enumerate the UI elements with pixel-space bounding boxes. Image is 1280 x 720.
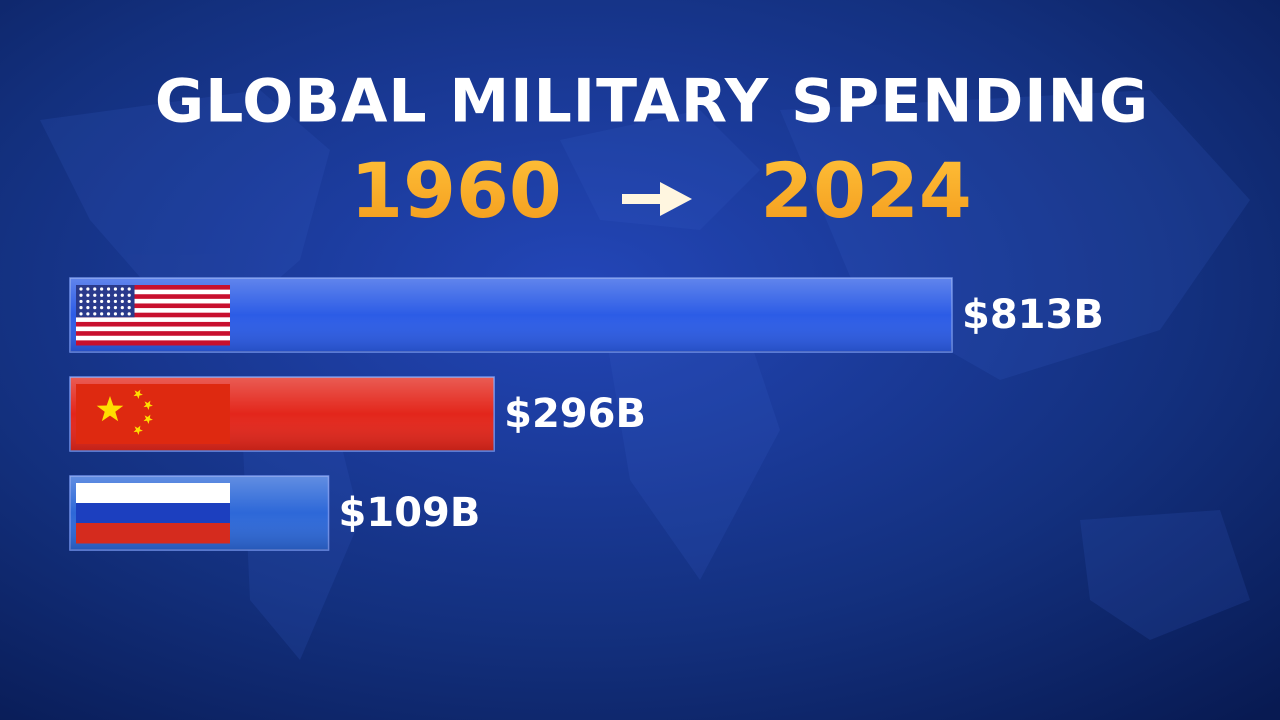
value-label: $296B (504, 391, 646, 437)
flag-stripe (76, 331, 230, 337)
flag-star (120, 287, 124, 291)
flag-stripe (76, 303, 230, 309)
value-label: $813B (962, 292, 1104, 338)
flag-star (113, 293, 118, 297)
flag-star (86, 306, 90, 310)
flag-star (100, 306, 104, 310)
flag (76, 285, 230, 346)
flag-stripe (76, 335, 230, 341)
flag-star (79, 306, 83, 310)
flag-stripe (76, 317, 230, 323)
flag-star (133, 425, 143, 435)
value-label: $109B (339, 490, 481, 536)
flag-star (106, 293, 111, 297)
flag-star (93, 287, 97, 291)
flag-star (113, 306, 118, 310)
flag-stripe (76, 285, 230, 291)
flag-star (106, 312, 111, 316)
flag-star (93, 293, 97, 297)
flag (76, 483, 230, 544)
flag-star (120, 312, 124, 316)
flag-star (127, 306, 131, 310)
flag-star (79, 299, 83, 304)
flag-star (127, 287, 131, 291)
flag-stripe (76, 340, 230, 346)
flag-stripe (76, 503, 230, 524)
flag-stripe (76, 308, 230, 314)
subtitle-end: 2024 (760, 146, 972, 235)
flag-star (100, 312, 104, 316)
flag-stripe (76, 321, 230, 328)
flag-star (133, 389, 143, 399)
flag-star (96, 396, 124, 422)
flag-star (79, 293, 83, 297)
flag-star (106, 299, 111, 304)
flag-star (86, 287, 90, 291)
flag (76, 384, 230, 444)
flag-star (143, 400, 153, 410)
flag-star (79, 287, 83, 291)
flag-star (120, 293, 124, 297)
flag-star (127, 312, 131, 316)
flag-stripe (76, 289, 230, 295)
flag-star (127, 293, 131, 297)
flag-star (93, 312, 97, 316)
subtitle-start: 1960 (350, 146, 562, 235)
flag-star (106, 306, 111, 310)
flag-stripe (76, 312, 230, 318)
flag-stripe (76, 523, 230, 544)
flag-field (76, 384, 230, 444)
flag-canton (76, 285, 135, 318)
arrow (622, 182, 692, 216)
flag-stripe (76, 483, 230, 504)
flag-star (106, 287, 111, 291)
flag-star (86, 293, 90, 297)
flag-star (127, 299, 131, 304)
flag-stripe (76, 294, 230, 300)
flag-stripe (76, 326, 230, 332)
flag-star (120, 299, 124, 304)
flag-star (113, 299, 118, 304)
flag-star (100, 293, 104, 297)
flag-star (113, 312, 118, 316)
flag-star (120, 306, 124, 310)
chart-title: GLOBAL MILITARY SPENDING (155, 67, 1149, 137)
flag-star (79, 312, 83, 316)
flag-star (113, 287, 118, 291)
flag-star (86, 299, 90, 304)
flag-star (100, 287, 104, 291)
flag-stripe (76, 298, 230, 304)
flag-star (93, 306, 97, 310)
flag-star (86, 312, 90, 316)
flag-star (100, 299, 104, 304)
flag-star (93, 299, 97, 304)
flag-star (143, 414, 153, 424)
